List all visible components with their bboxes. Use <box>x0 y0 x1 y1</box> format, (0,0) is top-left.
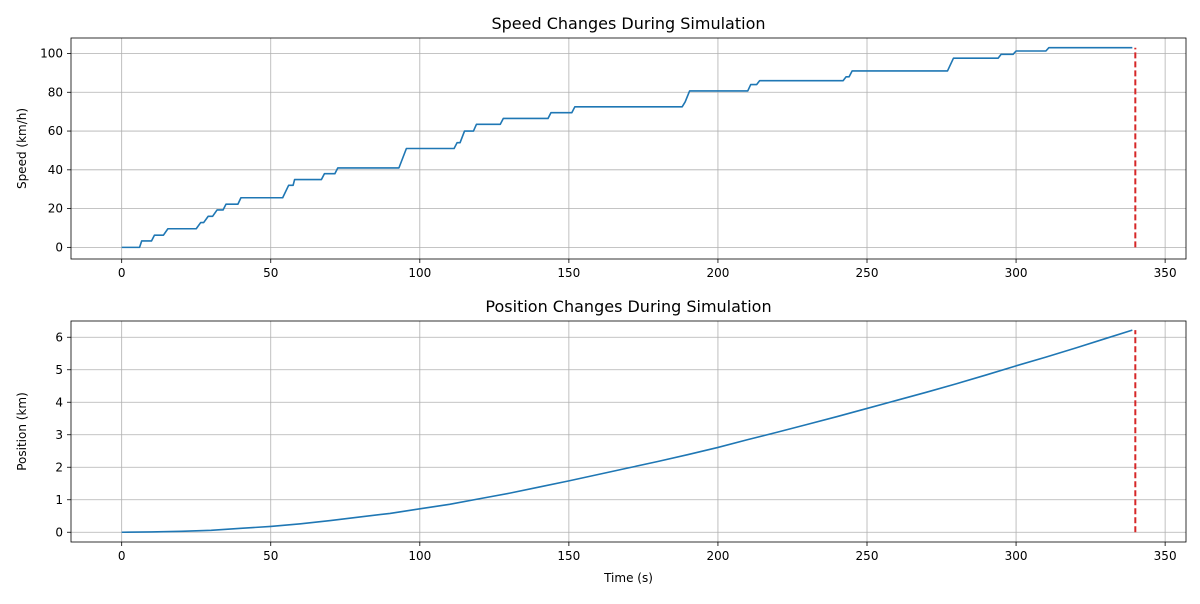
y-tick-label: 80 <box>48 85 63 99</box>
y-tick-label: 100 <box>40 47 63 61</box>
x-tick-label: 200 <box>706 549 729 563</box>
y-tick-label: 1 <box>55 493 63 507</box>
y-tick-label: 20 <box>48 202 63 216</box>
y-tick-label: 0 <box>55 525 63 539</box>
x-tick-label: 350 <box>1154 266 1177 280</box>
x-tick-label: 250 <box>856 266 879 280</box>
y-tick-label: 4 <box>55 395 63 409</box>
y-tick-label: 0 <box>55 240 63 254</box>
x-tick-label: 0 <box>118 266 126 280</box>
y-tick-label: 40 <box>48 163 63 177</box>
axes-frame <box>70 320 1187 543</box>
x-axis-label: Time (s) <box>603 571 653 585</box>
x-tick-label: 150 <box>557 549 580 563</box>
x-tick-label: 100 <box>408 266 431 280</box>
x-tick-label: 300 <box>1005 266 1028 280</box>
x-tick-label: 50 <box>263 549 278 563</box>
y-tick-label: 60 <box>48 124 63 138</box>
x-tick-label: 0 <box>118 549 126 563</box>
y-tick-label: 3 <box>55 428 63 442</box>
x-tick-label: 200 <box>706 266 729 280</box>
subplot-2: 0 50 100 150 200 250 300 350 0 1 2 3 4 5 6 Position Cha… <box>15 297 1187 585</box>
x-tick-label: 250 <box>856 549 879 563</box>
x-tick-label: 300 <box>1005 549 1028 563</box>
x-tick-label: 50 <box>263 266 278 280</box>
series-line <box>121 46 1133 249</box>
chart-title: Position Changes During Simulation <box>485 297 771 316</box>
y-axis-label: Position (km) <box>15 392 29 471</box>
x-tick-label: 350 <box>1154 549 1177 563</box>
x-tick-label: 150 <box>557 266 580 280</box>
y-tick-label: 5 <box>55 363 63 377</box>
y-tick-label: 6 <box>55 330 63 344</box>
y-axis-label: Speed (km/h) <box>15 108 29 189</box>
subplot-1: 0 50 100 150 200 250 300 350 0 20 40 60 80 100 Speed C… <box>15 14 1187 280</box>
axes-frame <box>70 37 1187 260</box>
y-tick-label: 2 <box>55 460 63 474</box>
series-line <box>121 329 1133 534</box>
x-tick-label: 100 <box>408 549 431 563</box>
chart-title: Speed Changes During Simulation <box>491 14 765 33</box>
